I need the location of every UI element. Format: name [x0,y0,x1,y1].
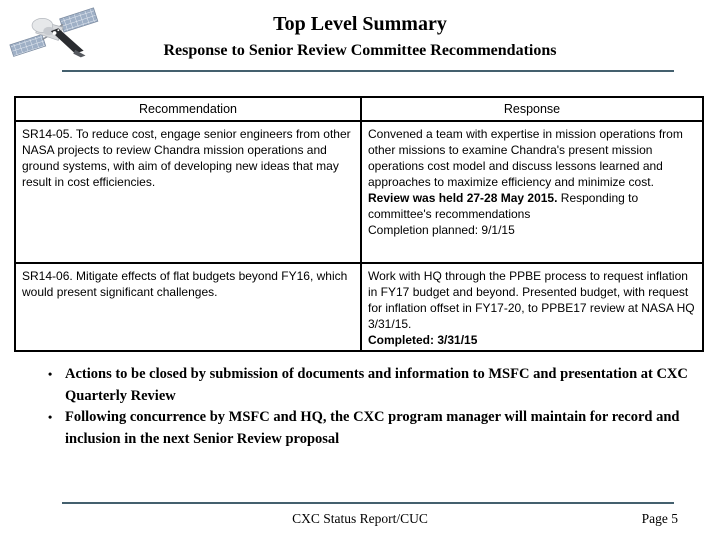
page-title: Top Level Summary [273,13,447,35]
column-header-response: Response [362,98,702,122]
recommendation-cell-sr14-05: SR14-05. To reduce cost, engage senior e… [16,122,362,264]
footer-page-number: Page 5 [641,511,678,526]
recommendation-text: SR14-05. To reduce cost, engage senior e… [22,127,351,189]
response-after-bold-text: Responding to committee's recommendation… [368,191,639,221]
footer-rule [62,502,674,504]
response-paragraph: Convened a team with expertise in missio… [368,127,683,189]
recommendations-table: Recommendation Response SR14-05. To redu… [14,96,704,352]
footer-report-title: CXC Status Report/CUC [292,511,428,526]
chandra-spacecraft-icon [9,7,99,58]
bullet-item: Actions to be closed by submission of do… [46,364,690,407]
header-rule [62,70,674,72]
response-bold-text: Review was held 27-28 May 2015. [368,191,558,205]
response-cell-sr14-05: Convened a team with expertise in missio… [362,122,702,264]
response-bold-text: Completed: 3/31/15 [368,333,478,347]
response-cell-sr14-06: Work with HQ through the PPBE process to… [362,264,702,350]
bullet-text: Actions to be closed by submission of do… [65,366,688,404]
response-paragraph: Work with HQ through the PPBE process to… [368,269,695,331]
response-status-line: Review was held 27-28 May 2015. Respondi… [368,190,696,222]
bullet-text: Following concurrence by MSFC and HQ, th… [65,409,680,447]
recommendation-text: SR14-06. Mitigate effects of flat budget… [22,269,348,299]
column-header-recommendation: Recommendation [16,98,362,122]
summary-bullet-list: Actions to be closed by submission of do… [46,364,690,450]
recommendation-cell-sr14-06: SR14-06. Mitigate effects of flat budget… [16,264,362,350]
response-status-line: Completed: 3/31/15 [368,332,696,348]
page-subtitle: Response to Senior Review Committee Reco… [163,42,557,59]
bullet-item: Following concurrence by MSFC and HQ, th… [46,407,690,450]
response-completion-line: Completion planned: 9/1/15 [368,223,515,237]
